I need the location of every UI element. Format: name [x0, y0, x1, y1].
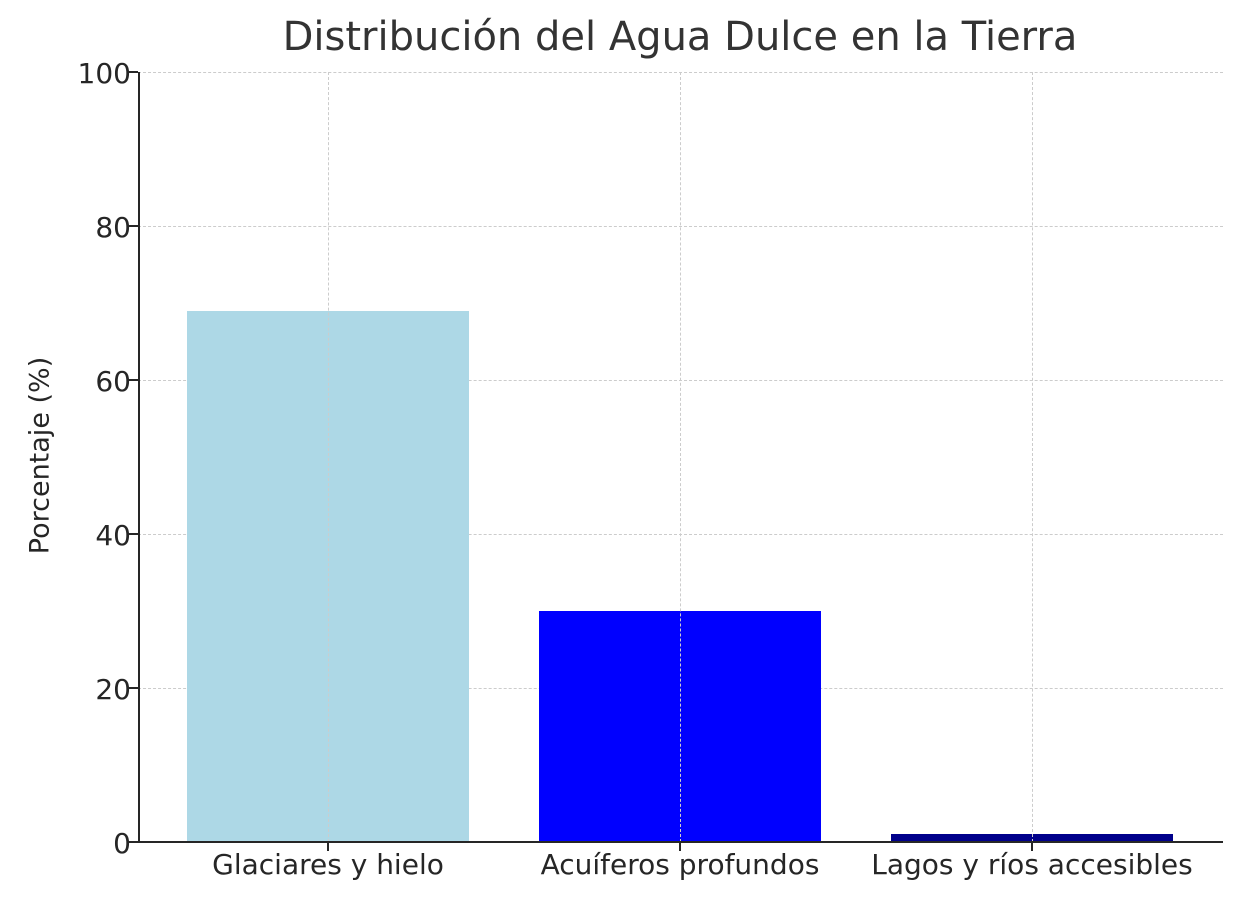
y-tick-label: 80 — [95, 211, 131, 244]
x-tick-mark — [327, 842, 329, 851]
y-axis — [138, 72, 140, 842]
y-tick-mark — [129, 379, 138, 381]
grid-line-x-1 — [680, 72, 681, 842]
y-tick-label: 0 — [113, 827, 131, 860]
y-tick-label: 60 — [95, 365, 131, 398]
y-tick-mark — [129, 841, 138, 843]
x-tick-label-acuiferos: Acuíferos profundos — [540, 848, 820, 881]
plot-area — [129, 71, 1223, 851]
x-tick-mark — [1031, 842, 1033, 851]
y-tick-label: 40 — [95, 519, 131, 552]
y-tick-mark — [129, 225, 138, 227]
chart-title: Distribución del Agua Dulce en la Tierra — [282, 14, 1078, 60]
y-tick-label: 100 — [77, 57, 131, 90]
x-tick-label-glaciares: Glaciares y hielo — [212, 848, 444, 881]
y-tick-mark — [129, 71, 138, 73]
x-tick-mark — [679, 842, 681, 851]
x-tick-label-lagos-rios: Lagos y ríos accesibles — [871, 848, 1193, 881]
grid-line-x-2 — [1032, 72, 1033, 842]
y-tick-label: 20 — [95, 673, 131, 706]
y-tick-mark — [129, 533, 138, 535]
y-tick-mark — [129, 687, 138, 689]
grid-line-x-0 — [328, 72, 329, 842]
